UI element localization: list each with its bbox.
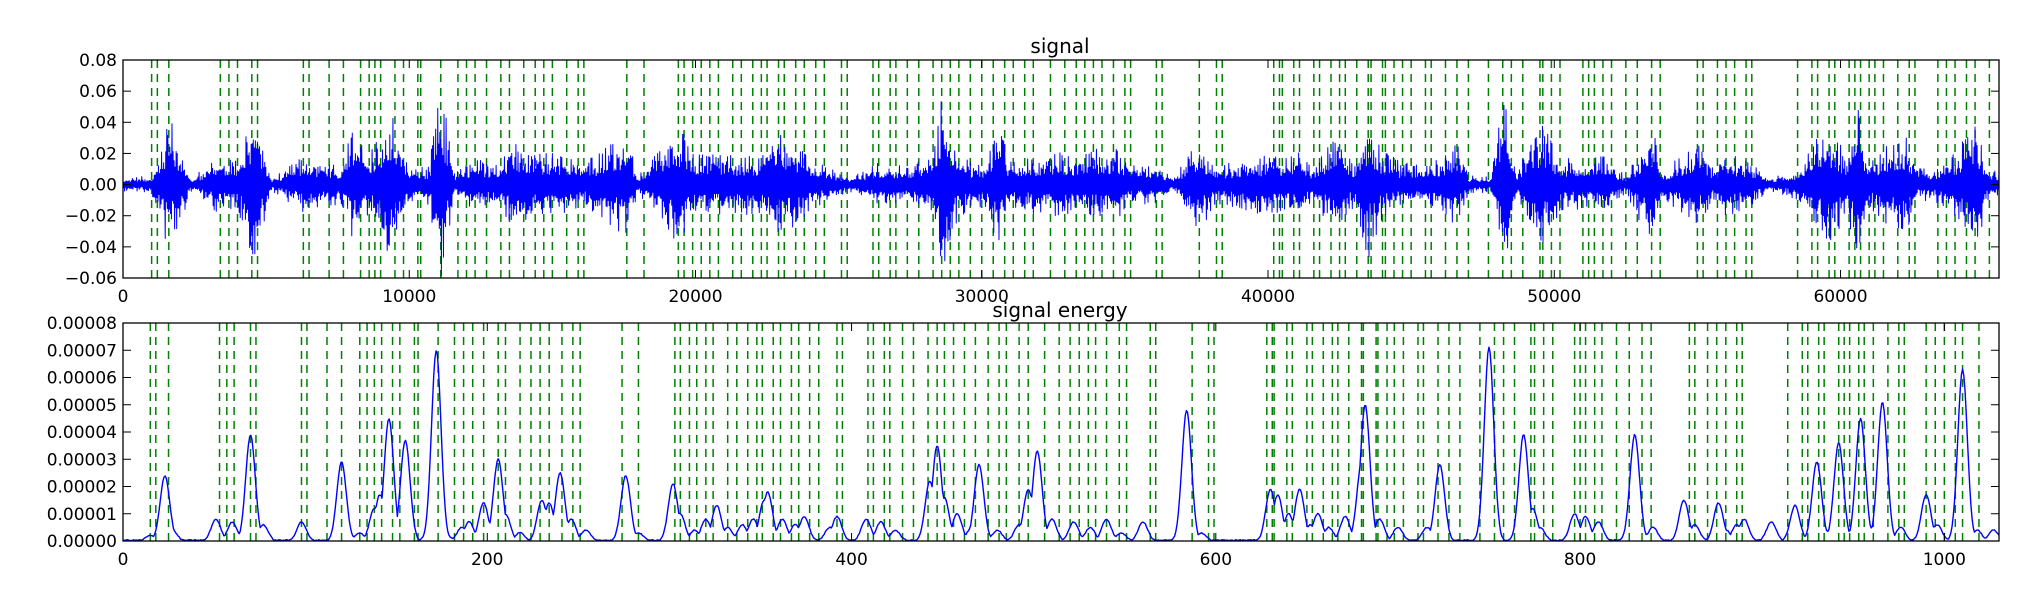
- energy-y-tick-label: 0.00000: [47, 532, 117, 552]
- signal-x-tick-label: 0: [118, 287, 129, 307]
- signal-title: signal: [1030, 34, 1089, 58]
- signal-x-tick-label: 40000: [1241, 287, 1295, 307]
- energy-y-axis: 0.00000 0.00001 0.00002 0.00003 0.00004 0.000…: [47, 314, 1999, 552]
- signal-x-tick-label: 60000: [1813, 287, 1867, 307]
- energy-y-tick-label: 0.00006: [47, 369, 117, 389]
- energy-y-tick-label: 0.00003: [47, 450, 117, 470]
- signal-y-tick-label: 0.06: [79, 82, 117, 102]
- energy-x-tick-label: 800: [1564, 550, 1596, 570]
- energy-line: [122, 346, 2000, 542]
- signal-x-tick-label: 50000: [1527, 287, 1581, 307]
- signal-series: [122, 101, 2000, 277]
- signal-x-tick-label: 20000: [668, 287, 722, 307]
- energy-title: signal energy: [992, 298, 1127, 322]
- energy-x-tick-label: 0: [118, 550, 129, 570]
- energy-y-tick-label: 0.00008: [47, 314, 117, 334]
- signal-axes-frame: [122, 59, 2000, 279]
- energy-x-tick-label: 400: [835, 550, 867, 570]
- signal-y-tick-label: 0.08: [79, 51, 117, 71]
- signal-x-axis: 0 10000 20000 30000 40000 50000 60000: [118, 60, 1868, 307]
- energy-y-tick-label: 0.00005: [47, 396, 117, 416]
- energy-series: [122, 346, 2000, 542]
- energy-x-tick-label: 1000: [1923, 550, 1966, 570]
- energy-y-tick-label: 0.00002: [47, 478, 117, 498]
- energy-x-axis: 0 200 400 600 800 1000: [118, 323, 1966, 570]
- energy-x-tick-label: 600: [1200, 550, 1232, 570]
- signal-y-tick-label: −0.04: [65, 238, 117, 258]
- signal-y-tick-label: −0.06: [65, 269, 117, 289]
- energy-y-tick-label: 0.00001: [47, 505, 117, 525]
- signal-line: [122, 101, 2000, 277]
- signal-x-tick-label: 30000: [955, 287, 1009, 307]
- signal-y-tick-label: −0.02: [65, 207, 117, 227]
- energy-x-tick-label: 200: [471, 550, 503, 570]
- energy-y-tick-label: 0.00004: [47, 423, 117, 443]
- signal-y-axis: −0.06 −0.04 −0.02 0.00 0.02 0.04 0.06 0.08: [65, 51, 1999, 289]
- signal-y-tick-label: 0.04: [79, 113, 117, 133]
- energy-panel: signal energy 0 200 400 600 800 1000 0.000000…: [47, 298, 2000, 570]
- signal-y-tick-label: 0.02: [79, 144, 117, 164]
- signal-x-tick-label: 10000: [382, 287, 436, 307]
- signal-y-tick-label: 0.00: [79, 176, 117, 196]
- signal-panel: signal 0 10000 20000 30000 40000 50000 60000 −…: [65, 34, 2000, 307]
- energy-y-tick-label: 0.00007: [47, 341, 117, 361]
